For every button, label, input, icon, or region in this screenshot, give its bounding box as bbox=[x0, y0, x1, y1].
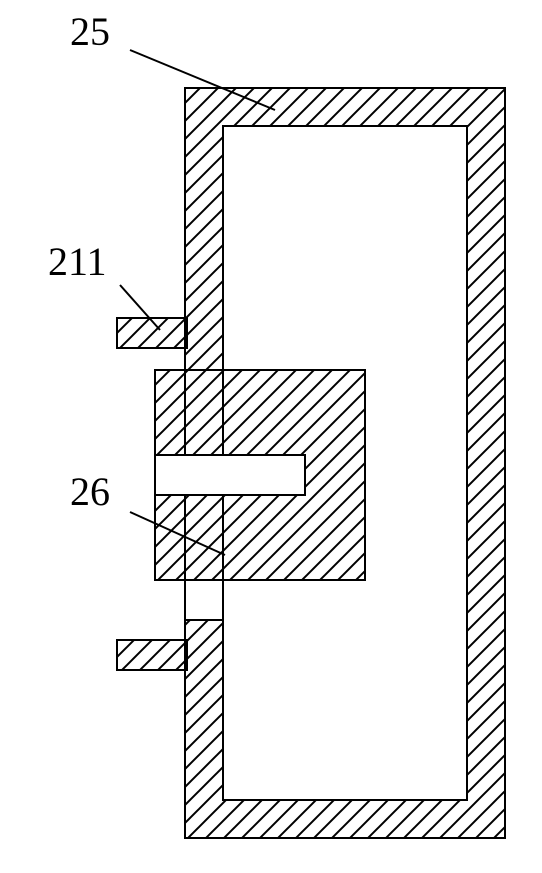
label-25: 25 bbox=[70, 9, 110, 54]
diagram-canvas: 25 211 26 bbox=[0, 0, 542, 873]
inner-block-slot bbox=[155, 455, 305, 495]
label-26: 26 bbox=[70, 469, 110, 514]
label-211: 211 bbox=[48, 239, 107, 284]
left-tab-lower bbox=[117, 640, 187, 670]
